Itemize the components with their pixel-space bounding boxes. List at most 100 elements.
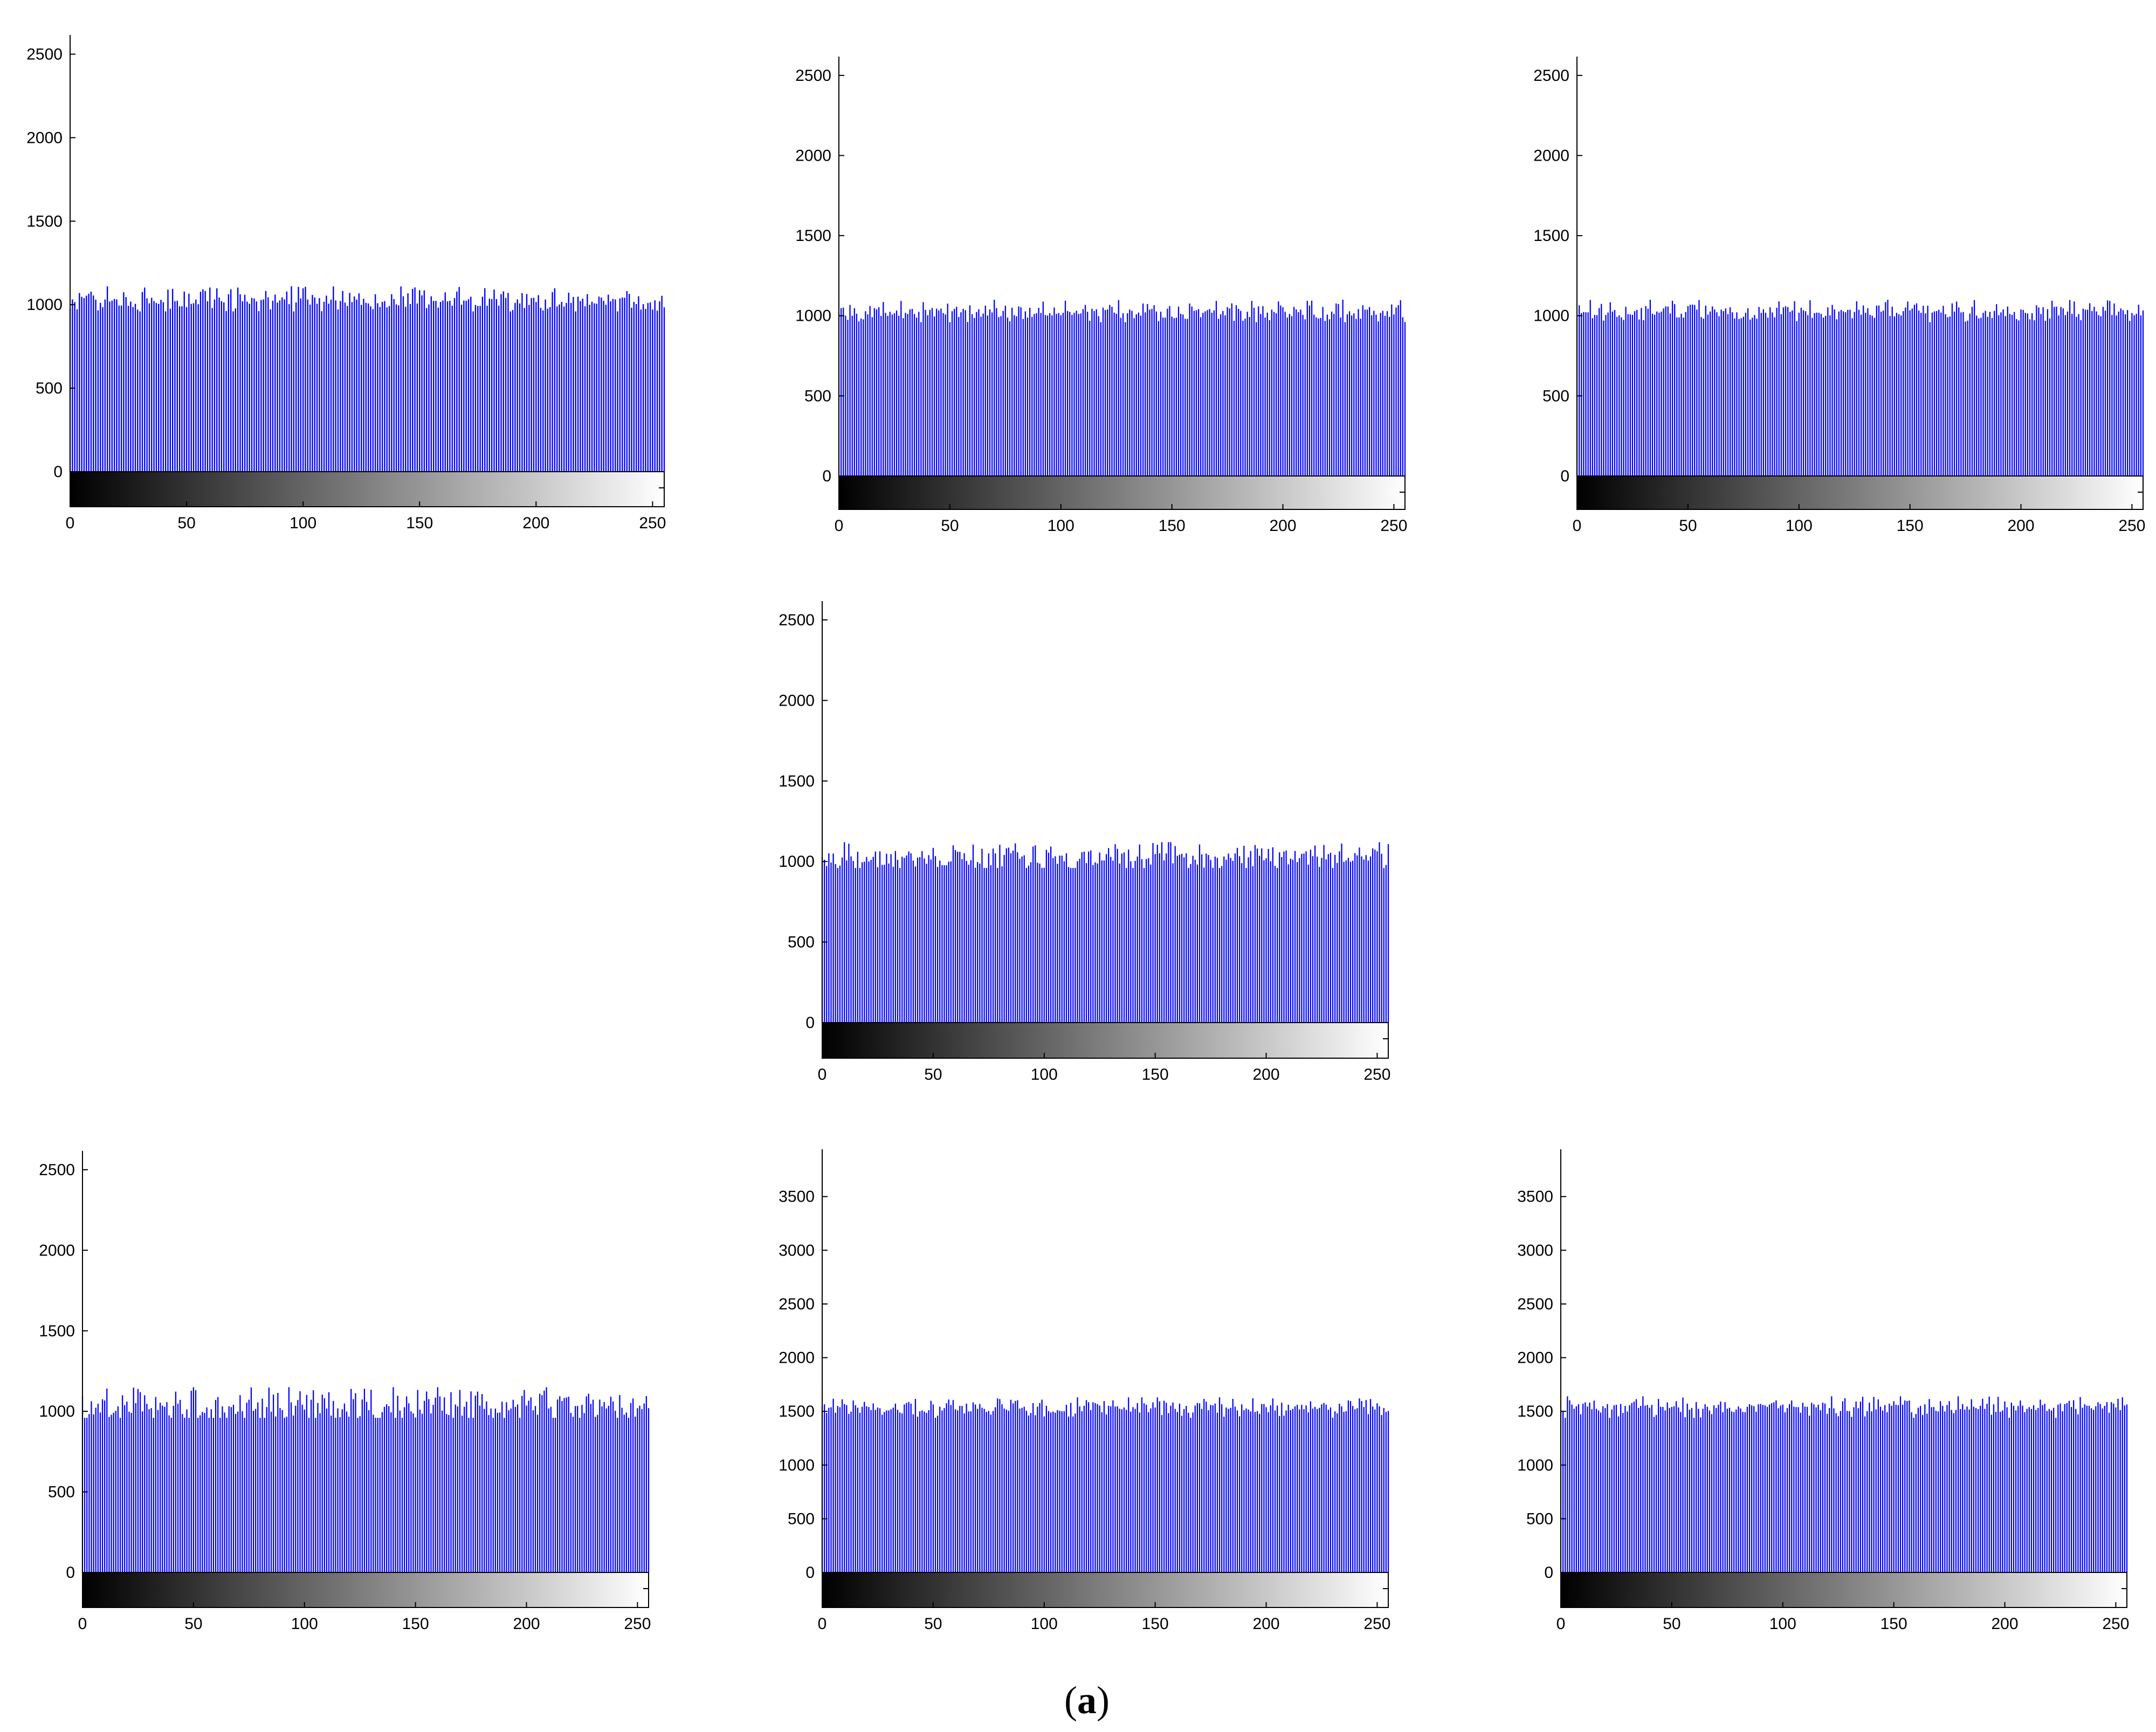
histogram-bar bbox=[1321, 858, 1322, 1023]
histogram-bar bbox=[188, 293, 190, 472]
histogram-bar bbox=[1123, 1407, 1125, 1572]
histogram-bar bbox=[486, 306, 488, 472]
histogram-bar bbox=[857, 1407, 859, 1572]
histogram-bar bbox=[909, 309, 911, 476]
histogram-bar bbox=[889, 312, 891, 476]
x-tick-label: 0 bbox=[66, 514, 75, 532]
histogram-bar bbox=[1346, 314, 1348, 476]
histogram-bar bbox=[1032, 846, 1034, 1023]
histogram-bar bbox=[835, 864, 836, 1023]
histogram-bar bbox=[162, 1405, 163, 1572]
y-tick-label: 2000 bbox=[1533, 147, 1569, 164]
histogram-bar bbox=[1112, 860, 1114, 1023]
histogram-bar bbox=[218, 298, 220, 472]
histogram-bar bbox=[1263, 1404, 1265, 1572]
histogram-bar bbox=[1307, 864, 1309, 1023]
histogram-bar bbox=[1344, 322, 1346, 476]
histogram-bar bbox=[1766, 1406, 1768, 1572]
histogram-bar bbox=[826, 1413, 828, 1572]
histogram-bar bbox=[1826, 1413, 1828, 1572]
histogram-bar bbox=[1057, 864, 1058, 1023]
histogram-bar bbox=[1602, 1406, 1604, 1572]
histogram-bar bbox=[1071, 315, 1073, 476]
histogram-bar bbox=[113, 299, 115, 472]
histogram-bar bbox=[1121, 1409, 1123, 1572]
histogram-bar bbox=[1789, 312, 1791, 476]
histogram-bar bbox=[1831, 1396, 1833, 1572]
histogram-bar bbox=[1585, 1402, 1586, 1572]
histogram-bar bbox=[1082, 309, 1084, 476]
histogram-bar bbox=[1960, 1409, 1961, 1572]
histogram-bar bbox=[384, 301, 385, 472]
histogram-bar bbox=[235, 1413, 237, 1572]
histogram-bar bbox=[202, 289, 204, 472]
histogram-bar bbox=[437, 307, 439, 472]
histogram-bar bbox=[1797, 1407, 1799, 1572]
histogram-bar bbox=[2062, 1411, 2063, 1572]
histogram-bar bbox=[486, 1401, 487, 1572]
histogram-bar bbox=[552, 1418, 554, 1572]
histogram-bar bbox=[913, 314, 915, 476]
histogram-bar bbox=[872, 1403, 874, 1572]
y-tick-label: 0 bbox=[66, 1564, 75, 1582]
histogram-bar bbox=[1389, 316, 1390, 476]
histogram-bar bbox=[881, 1414, 883, 1572]
histogram-bar bbox=[640, 309, 642, 472]
histogram-bar bbox=[1298, 312, 1299, 476]
histogram-bar bbox=[1913, 1417, 1914, 1572]
histogram-bar bbox=[922, 302, 924, 476]
histogram-bar bbox=[1196, 864, 1198, 1023]
histogram-bar bbox=[304, 1409, 305, 1572]
histogram-bar bbox=[971, 314, 973, 476]
histogram-bar bbox=[1700, 317, 1702, 476]
histogram-bar bbox=[312, 295, 313, 472]
histogram-bar bbox=[1158, 321, 1160, 476]
histogram-bar bbox=[242, 301, 243, 472]
histogram-bar bbox=[1816, 312, 1817, 476]
y-tick-label: 0 bbox=[1560, 467, 1569, 485]
histogram-bar bbox=[1103, 1401, 1105, 1572]
histogram-bar bbox=[1587, 312, 1589, 476]
histogram-bar bbox=[474, 305, 477, 472]
histogram-bar bbox=[81, 296, 82, 472]
histogram-bar bbox=[2075, 1409, 2077, 1572]
histogram-bar bbox=[2080, 320, 2082, 476]
histogram-bar bbox=[826, 866, 828, 1023]
histogram-bar bbox=[275, 1416, 277, 1572]
histogram-bar bbox=[1746, 1406, 1748, 1572]
histogram-bar bbox=[977, 862, 979, 1023]
histogram-bar bbox=[1694, 305, 1696, 476]
histogram-bar bbox=[1192, 1412, 1194, 1572]
histogram-bar bbox=[884, 865, 885, 1023]
histogram-bar bbox=[430, 1413, 432, 1572]
histogram-bar bbox=[302, 288, 304, 472]
histogram-bar bbox=[1319, 1407, 1320, 1572]
histogram-bar bbox=[839, 1407, 841, 1572]
histogram-bar bbox=[1170, 842, 1172, 1023]
histogram-bar bbox=[959, 1406, 961, 1572]
histogram-bar bbox=[989, 309, 991, 476]
histogram-bar bbox=[168, 1415, 170, 1572]
histogram-bar bbox=[1251, 301, 1253, 476]
histogram-bar bbox=[1740, 318, 1742, 476]
histogram-bar bbox=[171, 288, 174, 472]
histogram-bar bbox=[1300, 309, 1301, 476]
histogram-bar bbox=[1280, 305, 1282, 476]
histogram-bar bbox=[184, 1418, 185, 1572]
histogram-bar bbox=[347, 306, 348, 472]
histogram-bar bbox=[904, 1404, 905, 1572]
histogram-bar bbox=[330, 299, 332, 472]
histogram-bar bbox=[893, 313, 896, 476]
histogram-bar bbox=[1320, 318, 1321, 476]
histogram-bar bbox=[1375, 314, 1377, 476]
histogram-bar bbox=[1183, 857, 1185, 1023]
histogram-bar bbox=[939, 1406, 941, 1572]
histogram-bar bbox=[2084, 1404, 2085, 1572]
histogram-bar bbox=[1904, 1400, 1906, 1572]
histogram-bar bbox=[992, 848, 994, 1023]
histogram-bar bbox=[1250, 1411, 1251, 1572]
histogram-bar bbox=[1637, 1407, 1640, 1572]
histogram-bar bbox=[1811, 318, 1813, 476]
y-tick-label: 2000 bbox=[1517, 1349, 1553, 1367]
histogram-bar bbox=[963, 1413, 965, 1572]
